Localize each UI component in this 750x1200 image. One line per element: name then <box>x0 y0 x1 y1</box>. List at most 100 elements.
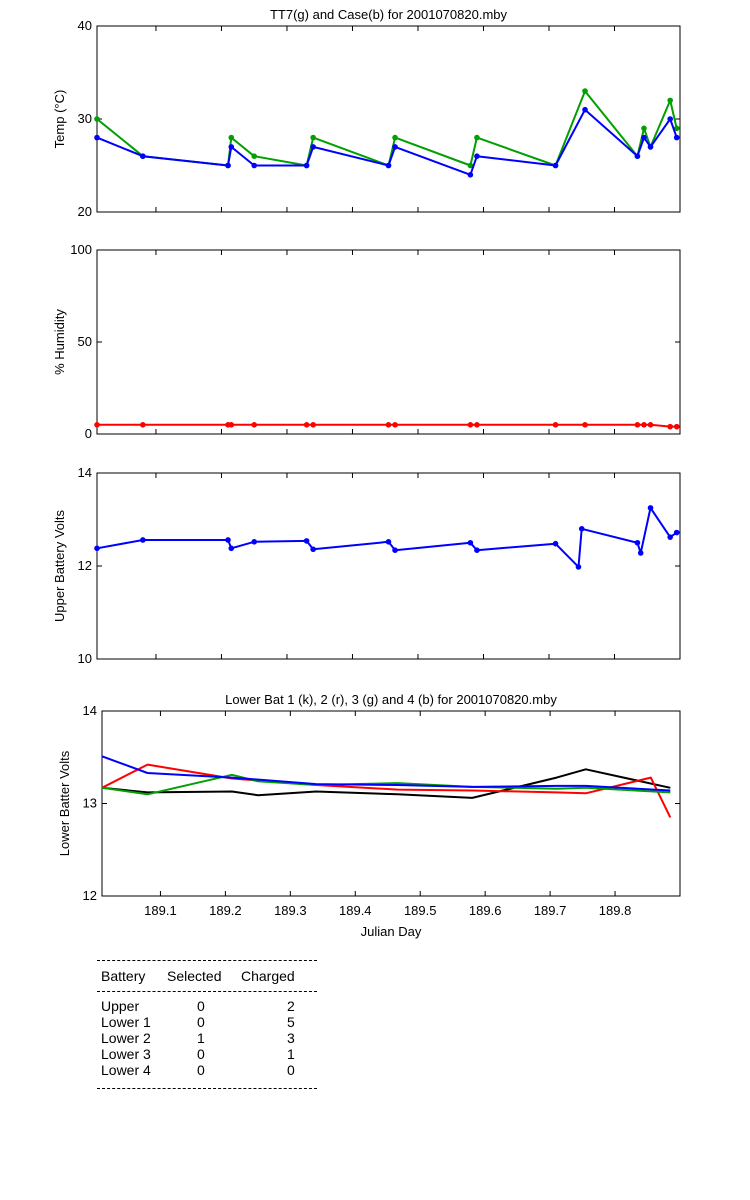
data-point <box>228 134 235 141</box>
y-tick-label: 14 <box>78 465 92 480</box>
y-axis-label: % Humidity <box>52 309 67 375</box>
data-point <box>667 116 673 122</box>
data-point <box>634 539 641 546</box>
battery-charged: 1 <box>287 1046 295 1062</box>
x-tick-label: 189.3 <box>274 903 307 918</box>
y-tick-label: 50 <box>78 334 92 349</box>
data-point <box>467 539 474 546</box>
plot-frame <box>96 25 681 213</box>
table-bottom-divider <box>97 1088 317 1089</box>
data-point <box>310 134 316 141</box>
y-tick-label: 13 <box>83 796 97 811</box>
header-battery: Battery <box>101 968 146 984</box>
y-tick-label: 0 <box>85 426 92 441</box>
data-point <box>552 422 559 428</box>
data-point <box>474 134 480 141</box>
chart-panel-3: Upper Battery Volts 10 12 14 <box>52 465 681 666</box>
battery-name: Lower 1 <box>101 1014 151 1030</box>
y-axis-label: Upper Battery Volts <box>52 510 67 622</box>
table-row: Lower 3 0 1 <box>97 1046 317 1062</box>
table-row: Lower 2 1 3 <box>97 1030 317 1046</box>
battery-selected: 0 <box>197 1046 205 1062</box>
data-point <box>647 144 654 150</box>
plot-frame <box>96 472 681 660</box>
data-point <box>140 422 146 428</box>
x-tick-label: 189.4 <box>339 903 372 918</box>
data-point <box>251 162 258 169</box>
y-tick-label: 10 <box>78 651 92 666</box>
data-point <box>667 423 673 430</box>
battery-selected: 0 <box>197 1014 205 1030</box>
data-point <box>552 162 559 169</box>
data-point <box>467 422 474 428</box>
y-axis-label: Temp (°C) <box>52 90 67 149</box>
table-row: Lower 4 0 0 <box>97 1062 317 1078</box>
battery-name: Lower 2 <box>101 1030 151 1046</box>
x-tick-label: 189.7 <box>534 903 567 918</box>
data-point <box>385 539 392 545</box>
data-point <box>641 125 647 132</box>
data-point <box>641 134 647 141</box>
y-tick-label: 30 <box>78 111 92 126</box>
series-line-1 <box>101 768 671 799</box>
y-tick-label: 14 <box>83 703 97 718</box>
data-point <box>578 526 585 532</box>
data-point <box>673 125 680 132</box>
data-point <box>673 529 680 536</box>
battery-selected: 1 <box>197 1030 205 1046</box>
battery-status-table: Battery Selected Charged Upper 0 2 Lower… <box>97 960 317 1089</box>
battery-charged: 5 <box>287 1014 295 1030</box>
series-line-1 <box>96 90 678 167</box>
data-point <box>582 88 588 94</box>
data-point <box>140 537 146 543</box>
data-point <box>673 423 680 430</box>
series-line-4 <box>101 755 671 792</box>
chart-panel-2: % Humidity 0 50 100 <box>52 242 681 441</box>
data-point <box>225 537 231 543</box>
data-point <box>94 116 100 122</box>
table-top-divider <box>97 960 317 961</box>
table-header-row: Battery Selected Charged <box>97 961 317 991</box>
data-point <box>303 538 310 544</box>
data-point <box>251 422 258 428</box>
data-point <box>94 134 100 141</box>
data-point <box>310 546 316 553</box>
y-tick-label: 12 <box>83 888 97 903</box>
x-tick-label: 189.6 <box>469 903 502 918</box>
data-point <box>474 547 480 553</box>
data-point <box>228 422 235 428</box>
battery-name: Upper <box>101 998 140 1014</box>
data-point <box>385 422 392 428</box>
x-tick-label: 189.1 <box>144 903 177 918</box>
data-point <box>467 172 474 178</box>
chart-panel-4: Lower Bat 1 (k), 2 (r), 3 (g) and 4 (b) … <box>57 692 681 939</box>
plot-frame <box>101 710 681 897</box>
data-point <box>552 540 559 547</box>
data-point <box>673 134 680 141</box>
data-point <box>228 545 235 552</box>
data-point <box>467 162 474 169</box>
data-point <box>575 564 582 570</box>
data-point <box>667 97 673 104</box>
y-tick-label: 40 <box>78 18 92 33</box>
data-point <box>392 422 398 428</box>
data-point <box>641 422 647 428</box>
chart-title: TT7(g) and Case(b) for 2001070820.mby <box>270 7 508 22</box>
data-point <box>228 144 235 150</box>
data-point <box>94 422 100 428</box>
header-charged: Charged <box>241 968 295 984</box>
y-tick-label: 100 <box>70 242 92 257</box>
battery-charged: 3 <box>287 1030 295 1046</box>
x-tick-label: 189.2 <box>209 903 242 918</box>
data-point <box>310 144 316 150</box>
series-line-1 <box>96 506 678 568</box>
x-tick-label: 189.8 <box>599 903 632 918</box>
table-header-divider <box>97 991 317 992</box>
table-row: Lower 1 0 5 <box>97 1014 317 1030</box>
battery-charged: 0 <box>287 1062 295 1078</box>
data-point <box>94 545 100 552</box>
data-point <box>225 162 231 169</box>
data-point <box>474 422 480 428</box>
data-point <box>385 162 392 169</box>
data-point <box>647 422 654 428</box>
